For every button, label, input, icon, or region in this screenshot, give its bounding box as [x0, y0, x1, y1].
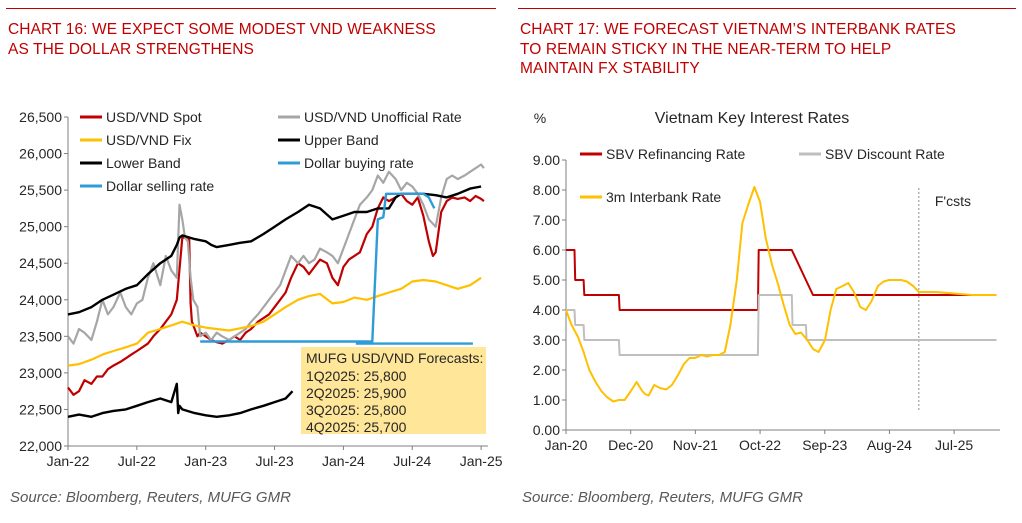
chart-16-plot: 22,000 22,500 23,000 23,500 24,000 24,500 25,0… — [19, 109, 503, 469]
chart-17-plot: 0.00 1.00 2.00 3.00 4.00 5.00 6.00 7.00 8.00 9.00… — [533, 110, 1000, 453]
x-tick-label: Jan-25 — [460, 453, 503, 469]
y-tick-label: 1.00 — [533, 392, 560, 408]
series-dollar-buying-rate — [200, 192, 436, 343]
series-usd-vnd-spot — [67, 192, 485, 396]
y-tick-label: 24,500 — [19, 255, 62, 271]
series-upper-band — [67, 185, 482, 316]
y-tick-label: 9.00 — [533, 152, 560, 168]
y-tick-label: 5.00 — [533, 272, 560, 288]
x-tick-label: Jul-25 — [935, 437, 973, 453]
series-sbv-discount-rate — [566, 294, 997, 356]
forecast-line: 1Q2025: 25,800 — [306, 368, 407, 384]
title-line-3: MAINTAIN FX STABILITY — [520, 60, 700, 77]
y-tick-label: 25,000 — [19, 219, 62, 235]
legend-label-sbv-refinancing-rate: SBV Refinancing Rate — [606, 146, 746, 162]
legend-label-usd-vnd-unofficial-rate: USD/VND Unofficial Rate — [304, 109, 462, 125]
y-tick-label: 7.00 — [533, 212, 560, 228]
title-rule — [518, 8, 1016, 9]
forecast-line: 3Q2025: 25,800 — [306, 402, 407, 418]
forecast-box — [301, 347, 486, 434]
x-tick-label: Jan-22 — [47, 453, 90, 469]
chart-17-subtitle: Vietnam Key Interest Rates — [655, 110, 849, 127]
chart-16-source: Source: Bloomberg, Reuters, MUFG GMR — [10, 489, 291, 506]
x-tick-label: Jul-24 — [393, 453, 431, 469]
y-tick-label: 24,000 — [19, 292, 62, 308]
x-tick-label: Dec-20 — [608, 437, 653, 453]
y-tick-label: 8.00 — [533, 182, 560, 198]
y-tick-label: 4.00 — [533, 302, 560, 318]
series-3m-interbank-rate — [565, 186, 997, 403]
title-line-2: TO REMAIN STICKY IN THE NEAR-TERM TO HEL… — [520, 40, 892, 58]
x-tick-label: Jan-24 — [322, 453, 365, 469]
y-tick-label: 22,500 — [19, 401, 62, 417]
forecast-line: 2Q2025: 25,900 — [306, 385, 407, 401]
title-line-1: CHART 16: WE EXPECT SOME MODEST VND WEAK… — [8, 21, 436, 38]
y-tick-label: 26,000 — [19, 146, 62, 162]
chart-17-panel: CHART 17: WE FORECAST VIETNAM’S INTERBAN… — [512, 0, 1022, 523]
x-tick-label: Jul-22 — [118, 453, 156, 469]
title-line-1: CHART 17: WE FORECAST VIETNAM’S INTERBAN… — [520, 21, 956, 38]
legend-label-dollar-buying-rate: Dollar buying rate — [304, 155, 414, 171]
y-tick-label: 26,500 — [19, 109, 62, 125]
series-usd-vnd-unofficial-rate — [67, 163, 485, 345]
y-tick-label: 6.00 — [533, 242, 560, 258]
series-usd-vnd-fix — [67, 276, 482, 367]
legend-label-sbv-discount-rate: SBV Discount Rate — [825, 146, 945, 162]
y-tick-label: 3.00 — [533, 332, 560, 348]
y-tick-label: 2.00 — [533, 362, 560, 378]
series-sbv-refinancing-rate — [566, 249, 997, 311]
series-lower-band — [67, 382, 294, 418]
x-tick-label: Sep-23 — [802, 437, 847, 453]
x-tick-label: Oct-22 — [739, 437, 781, 453]
chart-16-panel: CHART 16: WE EXPECT SOME MODEST VND WEAK… — [0, 0, 503, 523]
y-tick-label: 23,000 — [19, 365, 62, 381]
chart-17-title: CHART 17: WE FORECAST VIETNAM’S INTERBAN… — [520, 20, 1014, 79]
legend-label-dollar-selling-rate: Dollar selling rate — [106, 178, 214, 194]
title-rule — [6, 8, 496, 9]
y-axis-label: % — [534, 110, 546, 126]
legend-label-upper-band: Upper Band — [304, 132, 379, 148]
forecast-label: F'csts — [935, 193, 971, 209]
x-tick-label: Nov-21 — [673, 437, 718, 453]
chart-16-title: CHART 16: WE EXPECT SOME MODEST VND WEAK… — [8, 20, 494, 59]
legend-label-usd-vnd-fix: USD/VND Fix — [106, 132, 192, 148]
y-tick-label: 22,000 — [19, 438, 62, 454]
forecast-heading: MUFG USD/VND Forecasts: — [306, 350, 483, 366]
title-line-2: AS THE DOLLAR STRENGTHENS — [8, 40, 254, 58]
x-tick-label: Aug-24 — [867, 437, 912, 453]
legend-label-usd-vnd-spot: USD/VND Spot — [106, 109, 202, 125]
x-tick-label: Jul-23 — [255, 453, 293, 469]
chart-17-source: Source: Bloomberg, Reuters, MUFG GMR — [522, 489, 803, 506]
x-tick-label: Jan-20 — [545, 437, 588, 453]
legend-label-lower-band: Lower Band — [106, 155, 181, 171]
y-tick-label: 25,500 — [19, 182, 62, 198]
y-tick-label: 0.00 — [533, 422, 560, 438]
y-tick-label: 23,500 — [19, 328, 62, 344]
forecast-line: 4Q2025: 25,700 — [306, 419, 407, 435]
legend-label-3m-interbank-rate: 3m Interbank Rate — [606, 189, 721, 205]
x-tick-label: Jan-23 — [184, 453, 227, 469]
